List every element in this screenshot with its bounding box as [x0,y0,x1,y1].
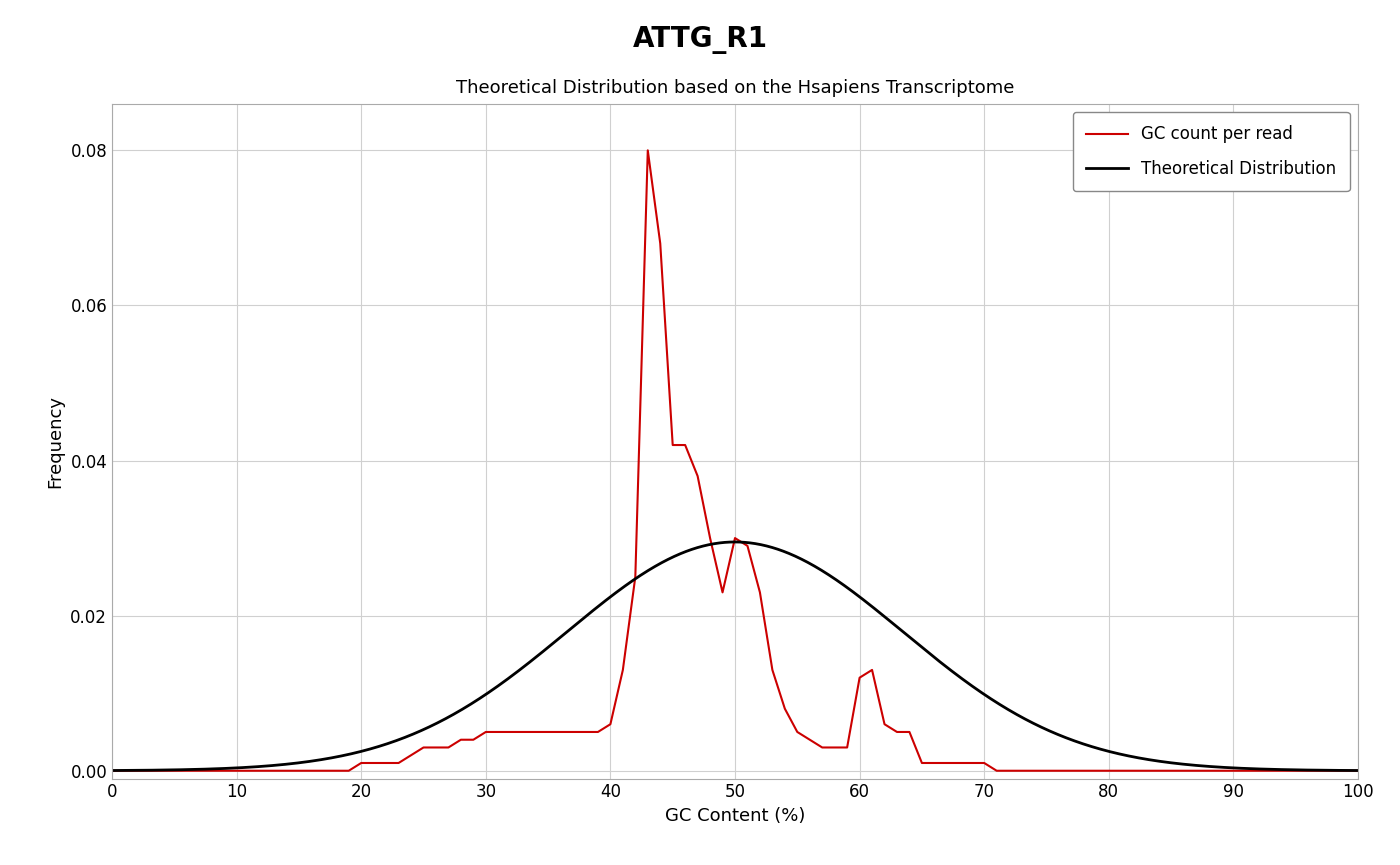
GC count per read [864,664,881,675]
Title: Theoretical Distribution based on the Hsapiens Transcriptome: Theoretical Distribution based on the Hs… [456,79,1014,97]
Theoretical Distribution [1085,742,1102,753]
Text: ATTG_R1: ATTG_R1 [633,26,767,54]
GC count per read [988,766,1005,776]
GC count per read [104,766,120,776]
GC count per read [640,145,657,156]
Theoretical Distribution [1315,765,1331,775]
Legend: GC count per read, Theoretical Distribution: GC count per read, Theoretical Distribut… [1072,112,1350,191]
Theoretical Distribution [710,538,727,548]
Theoretical Distribution [167,765,183,775]
Theoretical Distribution [104,766,120,776]
GC count per read [190,766,207,776]
GC count per read [1350,766,1366,776]
Theoretical Distribution [1350,766,1366,776]
GC count per read [1050,766,1067,776]
Line: GC count per read: GC count per read [112,151,1358,771]
X-axis label: GC Content (%): GC Content (%) [665,807,805,825]
GC count per read [414,742,431,753]
Theoretical Distribution [676,547,693,557]
Y-axis label: Frequency: Frequency [46,394,64,488]
GC count per read [689,471,706,481]
Theoretical Distribution [727,537,743,548]
Theoretical Distribution [1313,765,1330,775]
Line: Theoretical Distribution: Theoretical Distribution [112,542,1358,771]
